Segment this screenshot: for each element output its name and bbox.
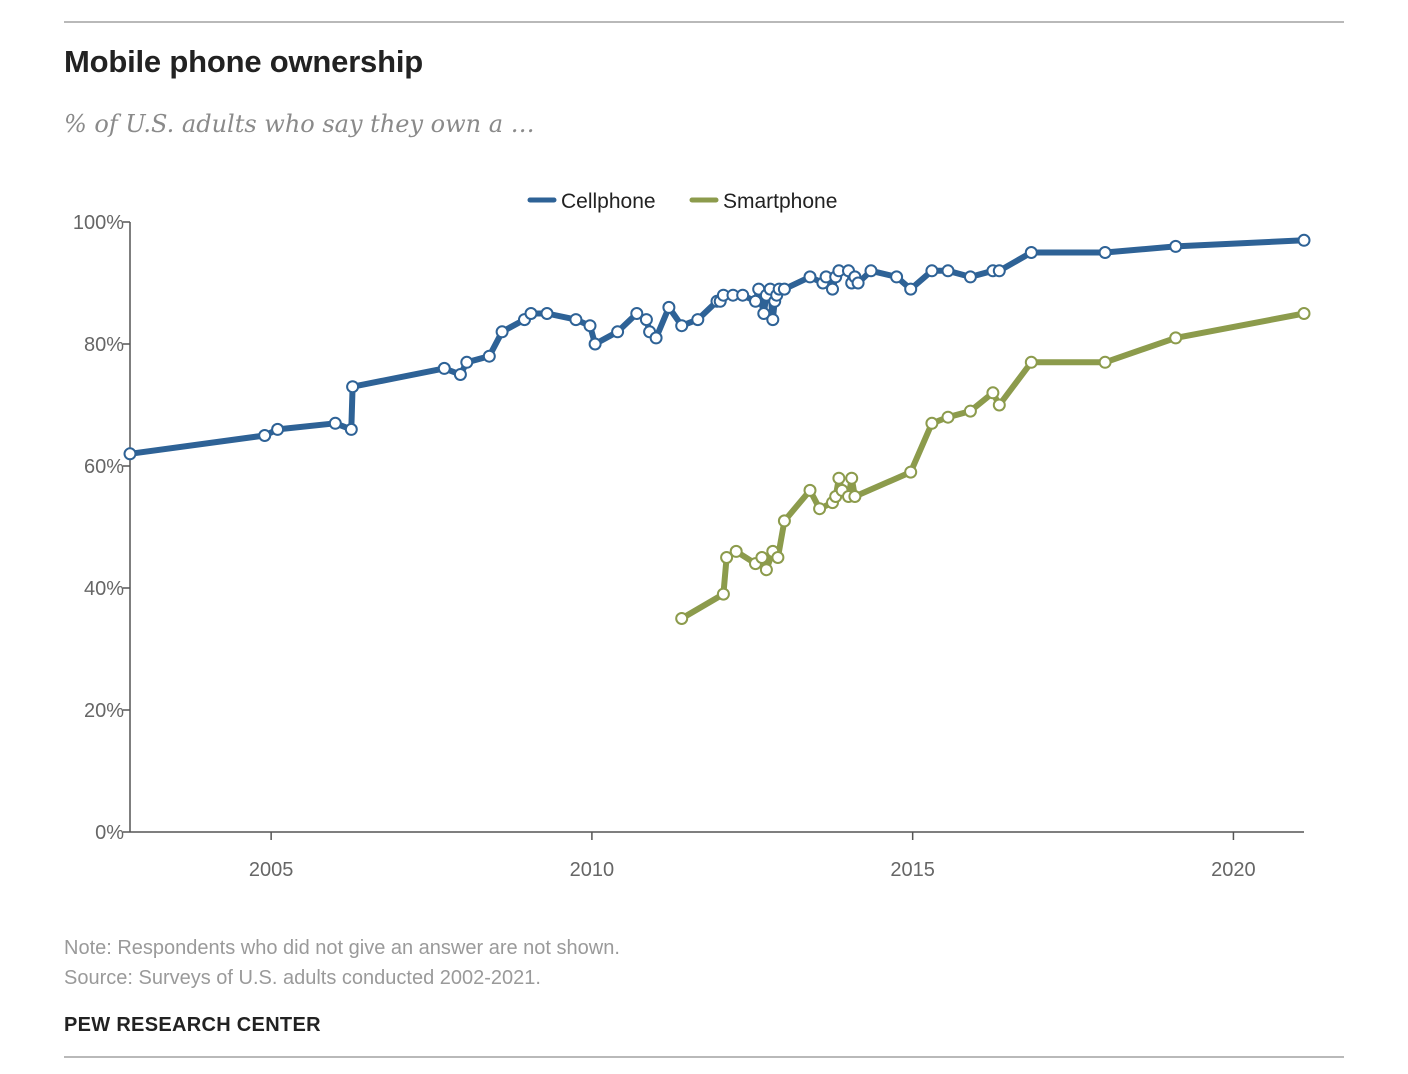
data-point-cellphone — [803, 270, 817, 284]
data-point-cellphone — [639, 313, 653, 327]
data-point-cellphone — [992, 264, 1006, 278]
x-tick-label: 2015 — [890, 859, 935, 881]
series-smartphone — [675, 307, 1311, 625]
data-point-cellphone — [1098, 246, 1112, 259]
data-point-cellphone — [588, 337, 602, 351]
data-point-cellphone — [437, 361, 451, 375]
series-line-smartphone — [678, 310, 1307, 622]
data-point-cellphone — [941, 264, 955, 278]
chart-note: Note: Respondents who did not give an an… — [64, 937, 620, 959]
data-point-cellphone — [460, 355, 474, 369]
data-point-cellphone — [123, 447, 137, 461]
y-tick-label: 80% — [84, 334, 124, 356]
data-point-smartphone — [992, 398, 1006, 412]
data-point-cellphone — [963, 270, 977, 284]
chart-subtitle: % of U.S. adults who say they own a … — [64, 110, 535, 138]
data-point-smartphone — [941, 410, 955, 424]
data-point-smartphone — [729, 544, 743, 558]
data-point-cellphone — [649, 331, 663, 345]
brand-label: PEW RESEARCH CENTER — [64, 1014, 321, 1036]
data-point-smartphone — [832, 471, 846, 485]
series-line-cellphone — [127, 237, 1307, 457]
data-point-cellphone — [346, 380, 360, 394]
data-point-smartphone — [1024, 355, 1038, 369]
data-point-cellphone — [904, 282, 918, 296]
data-point-cellphone — [569, 313, 583, 327]
data-point-smartphone — [1098, 355, 1112, 369]
y-axis: 0% 20% 40% 60% 80% 100% — [73, 212, 131, 844]
data-point-smartphone — [904, 465, 918, 479]
data-point-cellphone — [328, 416, 342, 430]
legend-label-smartphone: Smartphone — [723, 190, 837, 213]
data-point-smartphone — [716, 587, 730, 601]
legend: Cellphone Smartphone — [527, 190, 837, 213]
data-point-cellphone — [583, 319, 597, 333]
y-tick-label: 40% — [84, 578, 124, 600]
data-point-cellphone — [890, 270, 904, 284]
data-point-cellphone — [611, 325, 625, 339]
data-point-cellphone — [675, 319, 689, 333]
data-point-cellphone — [757, 307, 771, 320]
data-point-cellphone — [864, 264, 878, 278]
data-point-smartphone — [1169, 331, 1183, 345]
data-point-cellphone — [495, 325, 509, 339]
data-point-cellphone — [691, 313, 705, 327]
data-point-cellphone — [482, 349, 496, 363]
data-point-smartphone — [720, 551, 734, 564]
data-point-smartphone — [803, 483, 817, 497]
data-point-smartphone — [675, 612, 689, 625]
data-point-cellphone — [540, 307, 554, 320]
data-point-smartphone — [777, 514, 791, 528]
series-layer — [123, 233, 1311, 625]
data-point-cellphone — [1169, 239, 1183, 253]
chart-title: Mobile phone ownership — [64, 44, 423, 79]
data-point-cellphone — [630, 307, 644, 320]
data-point-cellphone — [1024, 246, 1038, 259]
data-point-smartphone — [759, 563, 773, 577]
data-point-cellphone — [1297, 233, 1311, 247]
y-tick-label: 0% — [95, 822, 124, 844]
data-point-cellphone — [258, 429, 272, 442]
data-point-cellphone — [344, 422, 358, 436]
x-axis: 2005 2010 2015 2020 — [130, 831, 1304, 881]
x-tick-label: 2020 — [1211, 859, 1256, 881]
data-point-cellphone — [271, 422, 285, 436]
data-point-smartphone — [925, 416, 939, 430]
x-tick-label: 2005 — [249, 859, 294, 881]
y-tick-label: 100% — [73, 212, 124, 234]
data-point-cellphone — [766, 313, 780, 327]
data-point-smartphone — [1297, 307, 1311, 320]
data-point-smartphone — [986, 386, 1000, 400]
data-point-cellphone — [524, 307, 538, 320]
data-point-cellphone — [826, 282, 839, 296]
data-point-cellphone — [777, 282, 791, 296]
data-point-smartphone — [755, 551, 769, 564]
chart-source: Source: Surveys of U.S. adults conducted… — [64, 967, 541, 989]
data-point-cellphone — [662, 300, 676, 314]
x-tick-label: 2010 — [570, 859, 615, 881]
series-cellphone — [123, 233, 1311, 461]
bottom-rule — [64, 1056, 1344, 1058]
data-point-smartphone — [845, 471, 859, 485]
data-point-cellphone — [453, 368, 467, 381]
data-point-smartphone — [848, 490, 862, 503]
data-point-cellphone — [736, 288, 750, 302]
data-point-smartphone — [771, 551, 785, 564]
y-tick-label: 60% — [84, 456, 124, 478]
data-point-cellphone — [851, 276, 865, 290]
data-point-smartphone — [963, 404, 977, 418]
data-point-smartphone — [813, 502, 827, 516]
y-tick-label: 20% — [84, 700, 124, 722]
data-point-cellphone — [925, 264, 939, 278]
data-point-cellphone — [749, 294, 762, 308]
top-rule — [64, 21, 1344, 23]
legend-label-cellphone: Cellphone — [561, 190, 656, 213]
